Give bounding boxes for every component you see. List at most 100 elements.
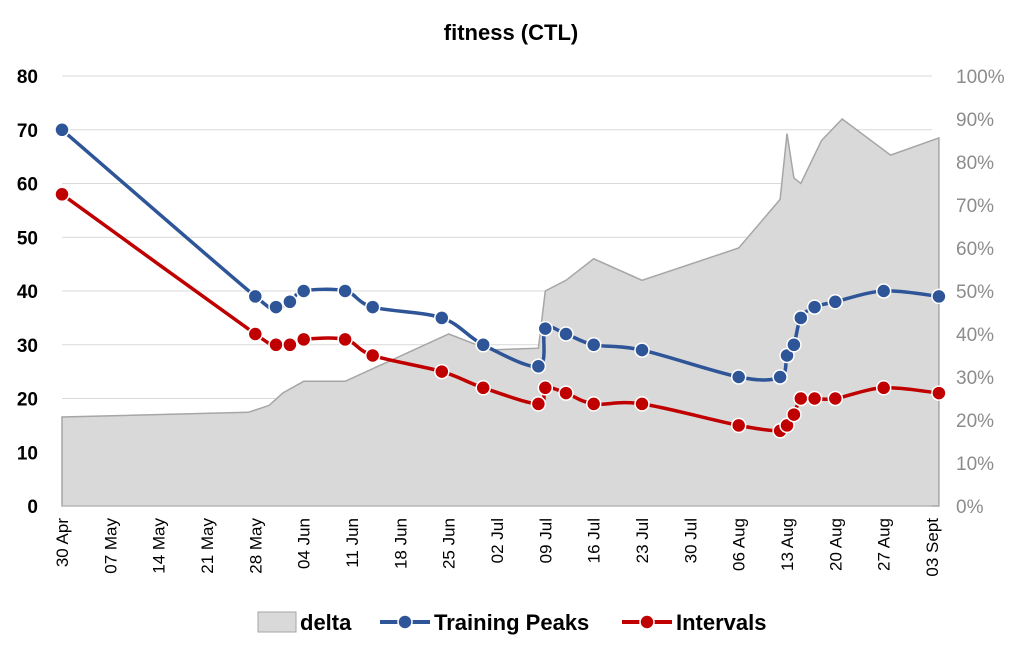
left-tick-label: 40: [17, 282, 38, 303]
training-peaks-point: [475, 337, 491, 353]
right-tick-label: 100%: [956, 67, 1005, 88]
x-tick-label: 09 Jul: [536, 518, 555, 563]
x-tick-label: 28 May: [246, 518, 265, 574]
left-y-axis: 0 10 20 30 40 50 60 70 80: [17, 67, 38, 518]
training-peaks-point: [558, 326, 574, 342]
intervals-point: [931, 385, 947, 401]
x-tick-label: 04 Jun: [295, 518, 314, 569]
left-tick-label: 20: [17, 390, 38, 411]
training-peaks-point: [530, 358, 547, 375]
legend-marker-intervals: [639, 614, 655, 630]
legend-label-training-peaks: Training Peaks: [434, 610, 589, 635]
x-tick-label: 02 Jul: [488, 518, 507, 563]
intervals-point: [364, 347, 381, 364]
x-tick-label: 13 Aug: [778, 518, 797, 571]
training-peaks-point: [772, 369, 788, 385]
intervals-point: [475, 380, 491, 396]
x-tick-label: 11 Jun: [343, 518, 362, 568]
legend-item-delta: delta: [257, 610, 352, 635]
left-tick-label: 70: [17, 121, 38, 142]
right-tick-label: 40%: [956, 325, 994, 346]
right-tick-label: 50%: [956, 282, 994, 303]
right-tick-label: 10%: [956, 454, 994, 475]
legend-swatch-delta: [257, 611, 297, 633]
intervals-point: [295, 331, 312, 348]
gridlines: [62, 75, 932, 453]
training-peaks-point: [54, 122, 70, 138]
legend-item-training-peaks: Training Peaks: [380, 610, 589, 635]
training-peaks-point: [786, 337, 802, 353]
x-tick-label: 03 Sept: [923, 518, 942, 577]
x-tick-label: 20 Aug: [826, 518, 845, 571]
x-axis: 30 Apr 07 May 14 May 21 May 28 May 04 Jun 11 J…: [53, 518, 942, 577]
delta-area-fill: [61, 118, 940, 507]
left-tick-label: 50: [17, 228, 38, 249]
right-y-axis: 0% 10% 20% 30% 40% 50% 60% 70% 80% 90% 100%: [956, 67, 1005, 518]
right-tick-label: 70%: [956, 196, 994, 217]
intervals-point: [247, 326, 264, 342]
x-tick-label: 25 Jun: [440, 518, 459, 569]
legend-item-intervals: Intervals: [622, 610, 767, 635]
left-tick-label: 0: [27, 497, 38, 518]
legend-marker-training-peaks: [397, 614, 413, 630]
intervals-point: [634, 396, 650, 412]
training-peaks-point: [827, 294, 844, 310]
right-tick-label: 60%: [956, 239, 994, 260]
intervals-point: [786, 406, 802, 423]
training-peaks-point: [875, 283, 892, 299]
legend: delta Training Peaks Intervals: [257, 610, 767, 635]
intervals-point: [530, 396, 547, 412]
intervals-point: [268, 337, 284, 353]
x-tick-label: 07 May: [101, 518, 120, 574]
delta-area: [61, 118, 940, 507]
intervals-point: [730, 417, 747, 434]
left-tick-label: 10: [17, 443, 38, 464]
right-tick-label: 80%: [956, 153, 994, 174]
training-peaks-point: [247, 288, 264, 305]
intervals-point: [827, 390, 844, 407]
training-peaks-point: [268, 299, 284, 315]
right-tick-label: 20%: [956, 411, 994, 432]
training-peaks-point: [793, 310, 809, 326]
series-lines: [54, 122, 947, 439]
x-tick-label: 30 Jul: [681, 518, 700, 563]
intervals-point: [537, 380, 554, 396]
training-peaks-point: [282, 294, 298, 310]
x-tick-label: 14 May: [150, 518, 169, 574]
training-peaks-point: [295, 283, 312, 299]
intervals-point: [54, 186, 70, 203]
x-tick-label: 06 Aug: [730, 518, 749, 571]
x-tick-label: 23 Jul: [633, 518, 652, 563]
intervals-point: [337, 331, 353, 348]
left-tick-label: 60: [17, 175, 38, 196]
x-tick-label: 18 Jun: [391, 518, 410, 569]
intervals-point: [793, 390, 809, 407]
training-peaks-point: [434, 310, 450, 326]
training-peaks-point: [931, 288, 947, 305]
legend-label-delta: delta: [300, 610, 352, 635]
x-tick-label: 30 Apr: [53, 518, 72, 567]
training-peaks-point: [634, 342, 650, 358]
right-tick-label: 0%: [956, 497, 984, 518]
intervals-point: [434, 363, 450, 380]
intervals-point: [806, 390, 823, 407]
x-tick-label: 16 Jul: [585, 518, 604, 563]
right-tick-label: 90%: [956, 110, 994, 131]
training-peaks-point: [364, 299, 381, 315]
right-tick-label: 30%: [956, 368, 994, 389]
left-tick-label: 80: [17, 67, 38, 88]
training-peaks-point: [730, 369, 747, 385]
intervals-point: [875, 380, 892, 396]
training-peaks-point: [585, 337, 602, 353]
training-peaks-point: [337, 283, 353, 299]
left-tick-label: 30: [17, 336, 38, 357]
x-tick-label: 21 May: [198, 518, 217, 574]
legend-label-intervals: Intervals: [676, 610, 767, 635]
chart-title: fitness (CTL): [444, 20, 578, 45]
intervals-point: [282, 337, 298, 353]
training-peaks-point: [779, 347, 795, 364]
intervals-point: [558, 385, 574, 401]
training-peaks-point: [537, 320, 554, 337]
x-tick-label: 27 Aug: [875, 518, 894, 571]
